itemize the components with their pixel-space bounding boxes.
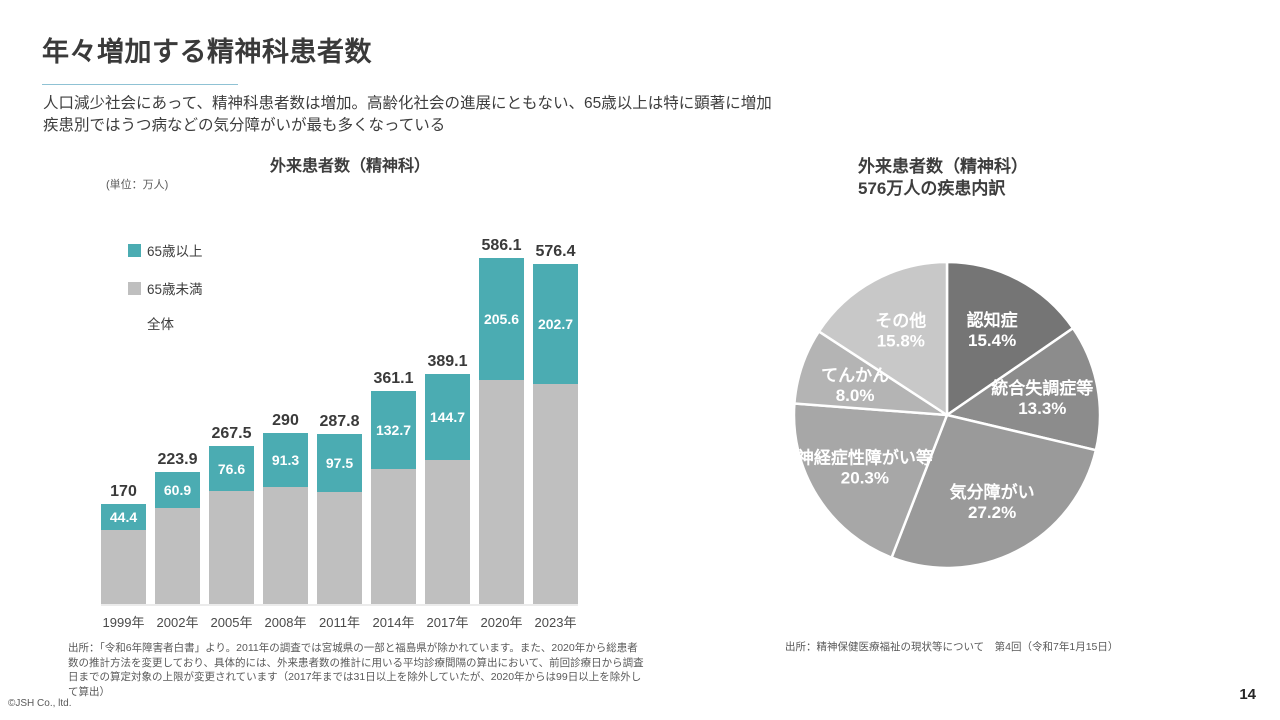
- pie-chart: 認知症 15.4% 統合失調症等 13.3% 気分障がい 27.2% 神経症性障がい等 20.…: [792, 260, 1102, 570]
- bar-segment-65under: [317, 491, 362, 604]
- unit-label: (単位：万人): [106, 179, 169, 191]
- pie-title-line-2: 576万人の疾患内訳: [858, 179, 1006, 199]
- bar-total-label: 170: [110, 482, 137, 500]
- bar-year-label: 2020年: [480, 615, 523, 630]
- legend-label-65under: 65歳未満: [147, 282, 203, 297]
- bar-group: 586.1 205.6: [479, 237, 524, 604]
- bar-year-label: 2005年: [210, 615, 253, 630]
- bar-group: 361.1 132.7: [371, 370, 416, 604]
- bar-axis-labels: 1999年 2002年 2005年 2008年 2011年 2014年 2017年 2020年…: [101, 612, 578, 631]
- legend-swatch-65under-icon: [128, 281, 141, 295]
- bar-segment-65under: [371, 469, 416, 604]
- bar-year-label: 1999年: [102, 615, 145, 630]
- bar-year-label: 2002年: [156, 615, 199, 630]
- bar-plot-area: 170 44.4 223.9 60.9 267.5 76.6 290 91.3 287.8 97.…: [101, 220, 578, 606]
- bar-year-label: 2017年: [426, 615, 469, 630]
- bar-year-label: 2014年: [372, 615, 415, 630]
- bar-group: 287.8 97.5: [317, 413, 362, 604]
- page-subtitle: 人口減少社会にあって、精神科患者数は増加。高齢化社会の進展にともない、65歳以上…: [43, 93, 1193, 137]
- bar-segment-65plus: 91.3: [263, 432, 308, 487]
- pie-slice-label: 気分障がい 27.2%: [949, 482, 1035, 522]
- bar-total-label: 361.1: [373, 369, 414, 387]
- pie-slice: [945, 260, 1075, 417]
- bar-group: 389.1 144.7: [425, 353, 470, 604]
- bar-year-label: 2023年: [534, 615, 577, 630]
- bar-total-label: 287.8: [319, 413, 360, 431]
- subtitle-line-1: 人口減少社会にあって、精神科患者数は増加。高齢化社会の進展にともない、65歳以上…: [43, 95, 772, 112]
- bar-segment-65plus: 97.5: [317, 434, 362, 492]
- bar-year-label: 2011年: [319, 615, 360, 630]
- bar-chart-title: 外来患者数（精神科）: [269, 158, 430, 175]
- bar-total-label: 290: [272, 411, 299, 429]
- copyright: ©JSH Co., ltd.: [8, 698, 72, 709]
- legend-item-65plus: 65歳以上: [128, 240, 203, 260]
- bar-segment-65plus: 76.6: [209, 446, 254, 492]
- pie-slice: [945, 326, 1102, 452]
- title-underline: [42, 84, 238, 85]
- bar-segment-65under: [209, 491, 254, 604]
- bar-segment-65plus: 44.4: [101, 503, 146, 530]
- bar-segment-65plus: 202.7: [533, 263, 578, 384]
- pie-slice-label: てんかん 8.0%: [821, 366, 889, 405]
- subtitle-line-2: 疾患別ではうつ病などの気分障がいが最も多くなっている: [43, 117, 446, 134]
- bar-segment-65under: [263, 486, 308, 604]
- bar-year-label: 2008年: [264, 615, 307, 630]
- bar-total-label: 223.9: [157, 450, 198, 468]
- bar-group: 290 91.3: [263, 412, 308, 604]
- bar-group: 170 44.4: [101, 483, 146, 604]
- pie-slice-label: 統合失調症等 13.3%: [991, 378, 1093, 418]
- legend-swatch-65plus-icon: [128, 243, 141, 257]
- bar-group: 576.4 202.7: [533, 243, 578, 604]
- pie-slice-label: 認知症 15.4%: [967, 310, 1018, 350]
- page-number: 14: [1239, 686, 1256, 703]
- legend-label-65plus: 65歳以上: [147, 244, 203, 259]
- legend-label-total: 全体: [147, 317, 174, 332]
- bar-segment-65under: [425, 459, 470, 604]
- bar-group: 223.9 60.9: [155, 451, 200, 604]
- bar-segment-65under: [101, 529, 146, 604]
- bar-segment-65under: [155, 507, 200, 604]
- pie-slice-label: 神経症性障がい等 20.3%: [797, 448, 933, 488]
- bar-total-label: 267.5: [211, 425, 252, 443]
- bar-segment-65under: [479, 379, 524, 604]
- bar-segment-65plus: 144.7: [425, 374, 470, 460]
- pie-slice: [792, 402, 949, 559]
- bar-chart-footnote: 出所：「令和6年障害者白書」より。2011年の調査では宮城県の一部と福島県が除か…: [68, 642, 644, 699]
- bar-segment-65under: [533, 383, 578, 604]
- pie-chart-title: 外来患者数（精神科） 576万人の疾患内訳: [858, 156, 1028, 200]
- pie-slice: [817, 260, 949, 417]
- pie-chart-footnote: 出所：精神保健医療福祉の現状等について 第4回（令和7年1月15日）: [785, 641, 1119, 653]
- bar-total-label: 576.4: [535, 242, 576, 260]
- pie-title-line-1: 外来患者数（精神科）: [858, 157, 1028, 176]
- bar-total-label: 586.1: [481, 237, 522, 255]
- page-title: 年々増加する精神科患者数: [42, 37, 372, 67]
- bar-total-label: 389.1: [427, 353, 468, 371]
- bar-segment-65plus: 60.9: [155, 471, 200, 508]
- bar-segment-65plus: 205.6: [479, 258, 524, 380]
- bar-segment-65plus: 132.7: [371, 390, 416, 470]
- legend-item-65under: 65歳未満: [128, 278, 203, 298]
- bar-group: 267.5 76.6: [209, 425, 254, 604]
- legend-item-total: 全体: [147, 313, 174, 333]
- pie-slice: [890, 413, 1098, 570]
- pie-slice-label: その他 15.8%: [875, 311, 926, 351]
